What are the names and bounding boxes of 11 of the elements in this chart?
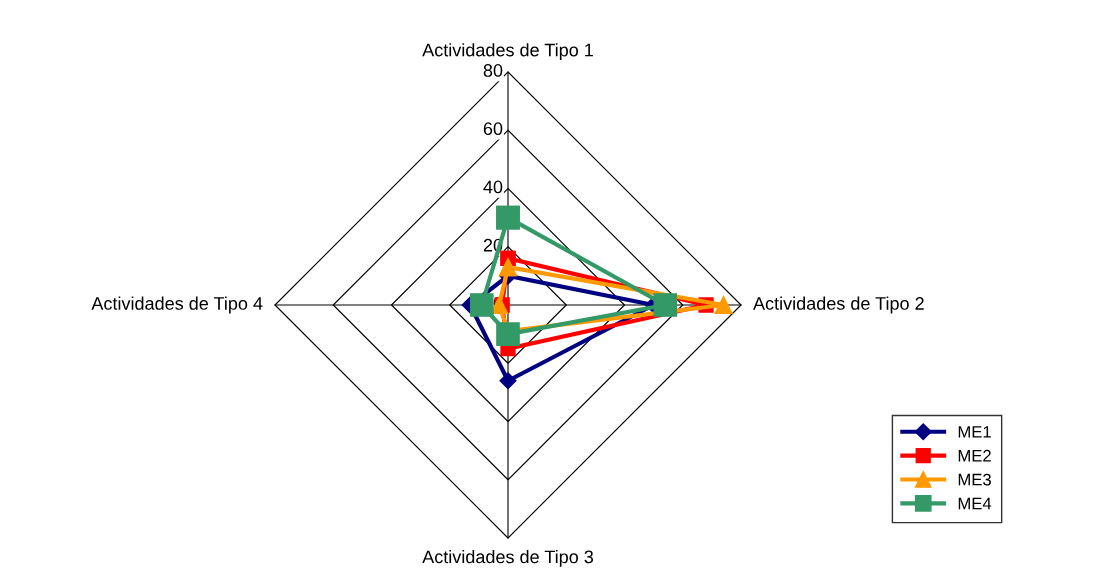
y-tick-label: 80 (483, 64, 503, 77)
spoke-label: Actividades de Tipo 4 (91, 296, 263, 314)
legend-label: ME3 (958, 473, 991, 486)
spoke-label: Actividades de Tipo 3 (422, 550, 594, 567)
y-tick-label: 40 (483, 180, 503, 194)
y-tick-label: 60 (483, 122, 503, 136)
spoke-label: Actividades de Tipo 1 (422, 43, 593, 60)
spoke-label: Actividades de Tipo 2 (753, 296, 924, 314)
legend-label: ME1 (958, 426, 991, 438)
legend-label: ME2 (958, 449, 991, 462)
legend-label: ME4 (958, 497, 992, 510)
